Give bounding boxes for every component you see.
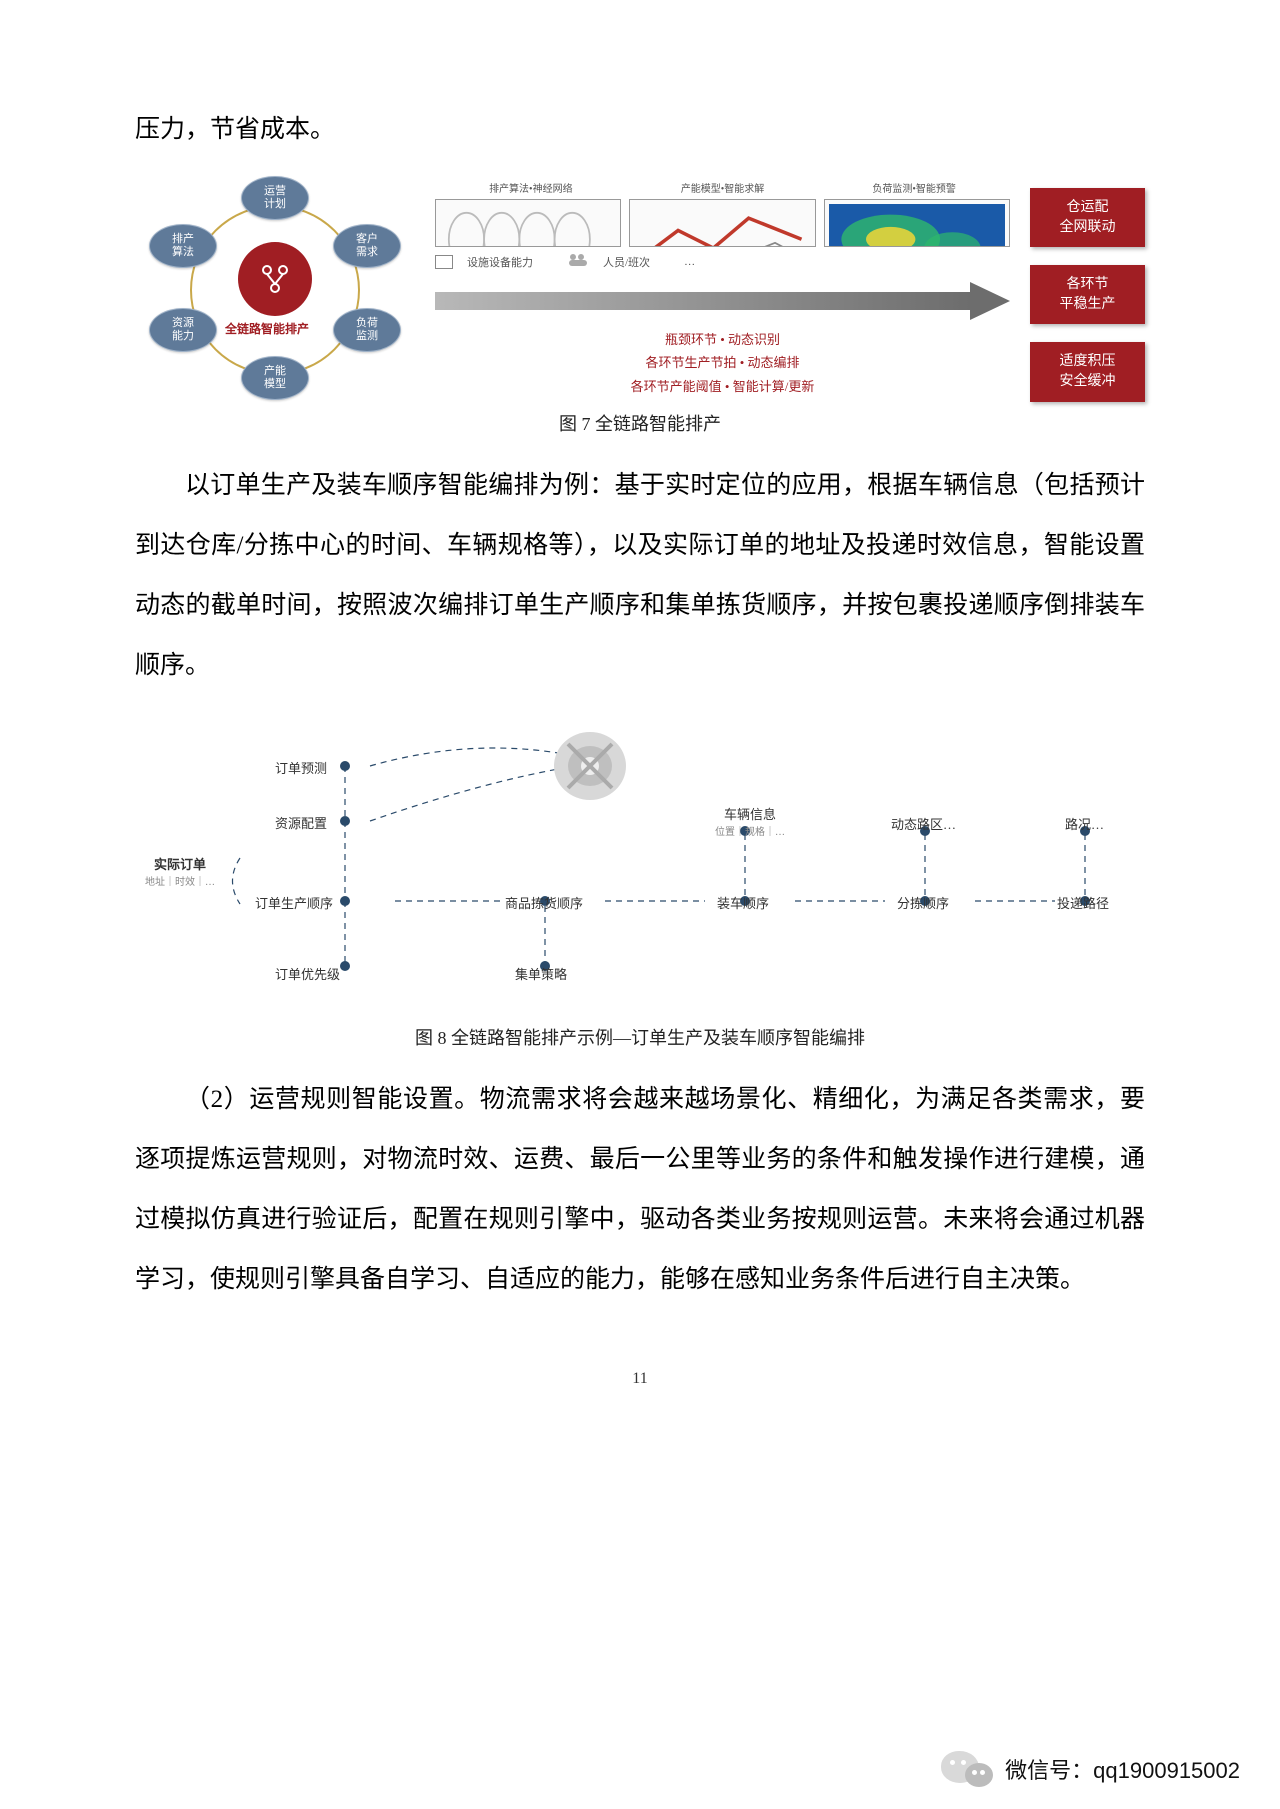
figure-7-thumbnails [435,199,1010,247]
f8-n6: 集单策略 [515,964,567,983]
f8-t1: 车辆信息 [715,804,785,823]
oval-top: 运营计划 [241,176,309,220]
figure-7: 全链路智能排产 运营计划 排产算法 客户需求 资源能力 负荷监测 产能模型 排产… [135,180,1145,402]
f8-n7: 装车顺序 [717,893,769,912]
figure-8-caption: 图 8 全链路智能排产示例—订单生产及装车顺序智能编排 [135,1024,1145,1050]
red-line-1: 各环节生产节拍 • 动态编排 [435,351,1010,374]
redbox-1: 各环节平稳生产 [1030,265,1145,324]
core-label: 全链路智能排产 [225,320,309,337]
row2-item-0: 设施设备能力 [467,254,533,270]
top-label-1: 产能模型•智能求解 [681,180,765,195]
f8-n9: 投递路径 [1057,893,1109,912]
figure-7-red-text: 瓶颈环节 • 动态识别 各环节生产节拍 • 动态编排 各环节产能阈值 • 智能计… [435,328,1010,398]
wechat-footer: 微信号：qq1900915002 [941,1747,1240,1791]
f8-t1sub: 位置｜规格｜… [715,823,785,838]
figure-8: 实际订单 地址｜时效｜… 订单预测 资源配置 订单生产顺序 订单优先级 商品拣货… [135,726,1145,1016]
oval-tl: 排产算法 [149,224,217,268]
f8-side: 实际订单 地址｜时效｜… [145,854,215,888]
page-number: 11 [135,1370,1145,1388]
people-icon [567,253,589,267]
device-icon [435,255,453,269]
redbox-2: 适度积压安全缓冲 [1030,342,1145,401]
f8-n8: 分拣顺序 [897,893,949,912]
footer-text: 微信号：qq1900915002 [1005,1753,1240,1785]
oval-tr: 客户需求 [333,224,401,268]
figure-7-caption: 图 7 全链路智能排产 [135,410,1145,436]
thumb-heatmap [824,199,1010,247]
redbox-0: 仓运配全网联动 [1030,188,1145,247]
f8-t1-wrap: 车辆信息 位置｜规格｜… [715,804,785,838]
arrow [435,284,1010,318]
f8-side-sub: 地址｜时效｜… [145,873,215,888]
figure-7-row2: 设施设备能力 人员/班次 … [435,253,1010,270]
red-line-0: 瓶颈环节 • 动态识别 [435,328,1010,351]
f8-side-label: 实际订单 [145,854,215,873]
f8-n4: 订单优先级 [275,964,340,983]
f8-n1: 订单预测 [275,758,327,777]
row2-item-1: 人员/班次 [603,254,650,270]
oval-bl: 资源能力 [149,308,217,352]
f8-n5: 商品拣货顺序 [505,893,583,912]
intro-fragment: 压力，节省成本。 [135,100,1145,160]
thumb-model [629,199,815,247]
f8-t2: 动态路区… [891,814,956,833]
oval-bottom: 产能模型 [241,356,309,400]
f8-n3: 订单生产顺序 [255,893,333,912]
figure-7-middle: 排产算法•神经网络 产能模型•智能求解 负荷监测•智能预警 设施设备能力 [435,180,1010,402]
wechat-icon [941,1747,993,1791]
top-label-2: 负荷监测•智能预警 [872,180,956,195]
figure-7-left-diagram: 全链路智能排产 运营计划 排产算法 客户需求 资源能力 负荷监测 产能模型 [135,180,415,400]
thumb-neural [435,199,621,247]
f8-n2: 资源配置 [275,813,327,832]
paragraph-2: （2）运营规则智能设置。物流需求将会越来越场景化、精细化，为满足各类需求，要逐项… [135,1070,1145,1310]
figure-7-top-labels: 排产算法•神经网络 产能模型•智能求解 负荷监测•智能预警 [435,180,1010,195]
paragraph-1: 以订单生产及装车顺序智能编排为例：基于实时定位的应用，根据车辆信息（包括预计到达… [135,456,1145,696]
core-icon [238,242,312,316]
oval-br: 负荷监测 [333,308,401,352]
f8-t3: 路况… [1065,814,1104,833]
top-label-0: 排产算法•神经网络 [489,180,573,195]
row2-item-2: … [684,256,695,268]
figure-7-right: 仓运配全网联动 各环节平稳生产 适度积压安全缓冲 [1030,180,1145,402]
footer-id: qq1900915002 [1093,1758,1240,1783]
footer-label: 微信号： [1005,1758,1093,1783]
page: 压力，节省成本。 全链路智能排产 运营计划 排产算法 客户需求 资源能力 负荷监… [0,0,1280,1809]
red-line-2: 各环节产能阈值 • 智能计算/更新 [435,375,1010,398]
